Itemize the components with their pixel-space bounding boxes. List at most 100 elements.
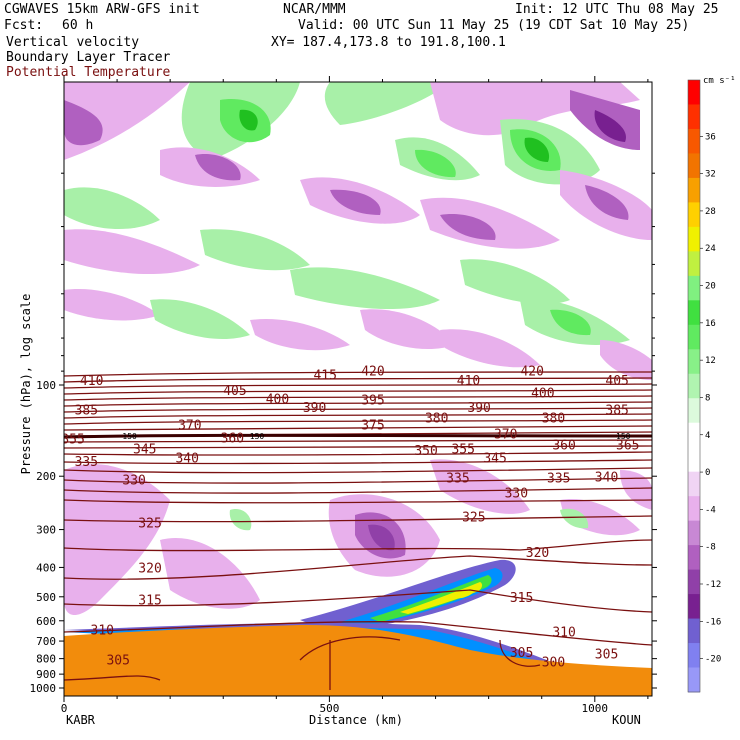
theta-label: 420	[520, 364, 543, 379]
theta-label: 405	[223, 384, 246, 399]
colorbar-swatch	[688, 275, 700, 301]
theta-label: 400	[266, 392, 289, 407]
colorbar-label: -4	[705, 505, 716, 515]
theta-label: 385	[75, 403, 98, 418]
theta-label: 300	[542, 656, 565, 671]
colorbar-label: 24	[705, 244, 716, 254]
colorbar-swatch	[688, 324, 700, 350]
theta-label: 350	[414, 444, 437, 459]
theta-label: 340	[595, 470, 618, 485]
colorbar-swatch	[688, 398, 700, 424]
theta-label: 365	[616, 438, 639, 453]
theta-labels: 410 405 400 415 420 410 420 405 385 390 395 390 400 3…	[64, 364, 640, 671]
y-tick-label: 900	[36, 668, 56, 681]
theta-label: 330	[505, 486, 528, 501]
theta-label: 310	[91, 623, 114, 638]
y-tick-label: 400	[36, 561, 56, 574]
theta-label: 410	[457, 374, 480, 389]
colorbar-swatch	[688, 545, 700, 571]
theta-label: 410	[80, 374, 103, 389]
theta-label: 385	[605, 403, 628, 418]
upper-velocity-bands	[64, 82, 652, 380]
theta-label: 315	[138, 593, 161, 608]
colorbar-label: 32	[705, 170, 716, 180]
left-station: KABR	[66, 713, 96, 727]
theta-label: 360	[221, 432, 244, 447]
small-contour-label: 150	[122, 432, 137, 441]
theta-label: 380	[425, 412, 448, 427]
theta-thick-contour	[64, 433, 652, 439]
colorbar-swatch	[688, 128, 700, 154]
theta-contours	[64, 371, 652, 690]
y-tick-label: 600	[36, 615, 56, 628]
theta-label: 320	[526, 546, 549, 561]
forecast-label: Fcst:	[4, 18, 44, 33]
y-tick-label: 800	[36, 653, 56, 666]
theta-label: 325	[138, 516, 161, 531]
theta-label: 380	[542, 412, 565, 427]
x-tick-label: 1000	[582, 702, 609, 715]
colorbar-swatch	[688, 202, 700, 228]
colorbar-swatch	[688, 422, 700, 448]
colorbar-swatch	[688, 643, 700, 669]
theta-label: 305	[106, 653, 129, 668]
colorbar-label: -20	[705, 655, 721, 665]
forecast-hour: 60 h	[62, 18, 94, 33]
x-axis-label: Distance (km)	[309, 713, 403, 727]
colorbar-swatch	[688, 520, 700, 546]
field-vertical-velocity: Vertical velocity	[6, 35, 140, 50]
small-contour-label: 150	[250, 432, 265, 441]
theta-label: 345	[483, 451, 506, 466]
colorbar-label: 12	[705, 356, 716, 366]
y-tick-label: 200	[36, 470, 56, 483]
colorbar-swatch	[688, 349, 700, 375]
colorbar-label: 20	[705, 282, 716, 292]
colorbar-label: -16	[705, 617, 721, 627]
x-tick-label: 0	[61, 702, 68, 715]
theta-label: 330	[122, 473, 145, 488]
theta-label: 305	[510, 646, 533, 661]
y-tick-label: 100	[36, 379, 56, 392]
colorbar-swatch	[688, 251, 700, 277]
colorbar-swatch	[688, 373, 700, 399]
colorbar-swatch	[688, 300, 700, 326]
field-boundary-layer-tracer: Boundary Layer Tracer	[6, 50, 171, 65]
theta-label: 420	[361, 364, 384, 379]
theta-label: 315	[510, 591, 533, 606]
colorbar-swatch	[688, 471, 700, 497]
colorbar-swatch	[688, 447, 700, 473]
terrain	[64, 624, 652, 696]
colorbar-label: 36	[705, 132, 716, 142]
colorbar-label: 8	[705, 393, 710, 403]
colorbar-units: cm s⁻¹	[703, 76, 736, 86]
org-label: NCAR/MMM	[283, 2, 346, 17]
colorbar-label: -12	[705, 580, 721, 590]
colorbar-label: 4	[705, 431, 710, 441]
theta-label: 400	[531, 387, 554, 402]
init-time: Init: 12 UTC Thu 08 May 25	[515, 2, 719, 17]
small-contour-label: 150	[616, 432, 631, 441]
colorbar-swatch	[688, 153, 700, 179]
colorbar-swatch	[688, 496, 700, 522]
theta-label: 415	[313, 369, 336, 384]
theta-label: 405	[605, 374, 628, 389]
theta-label: 335	[446, 472, 469, 487]
theta-label: 375	[361, 418, 384, 433]
theta-label: 320	[138, 561, 161, 576]
colorbar-swatch	[688, 667, 700, 693]
theta-label: 345	[133, 442, 156, 457]
colorbar-label: -8	[705, 543, 716, 553]
y-tick-label: 500	[36, 591, 56, 604]
theta-label: 305	[595, 648, 618, 663]
theta-label: 395	[361, 394, 384, 409]
colorbar-label: 28	[705, 207, 716, 217]
plot-field: 410 405 400 415 420 410 420 405 385 390 395 390 400 3…	[64, 82, 652, 696]
theta-label: 355	[451, 442, 474, 457]
colorbar-swatch	[688, 177, 700, 203]
colorbar-frame	[687, 79, 701, 693]
theta-label: 390	[467, 401, 490, 416]
right-station: KOUN	[612, 713, 641, 727]
colorbar-swatch	[688, 569, 700, 595]
